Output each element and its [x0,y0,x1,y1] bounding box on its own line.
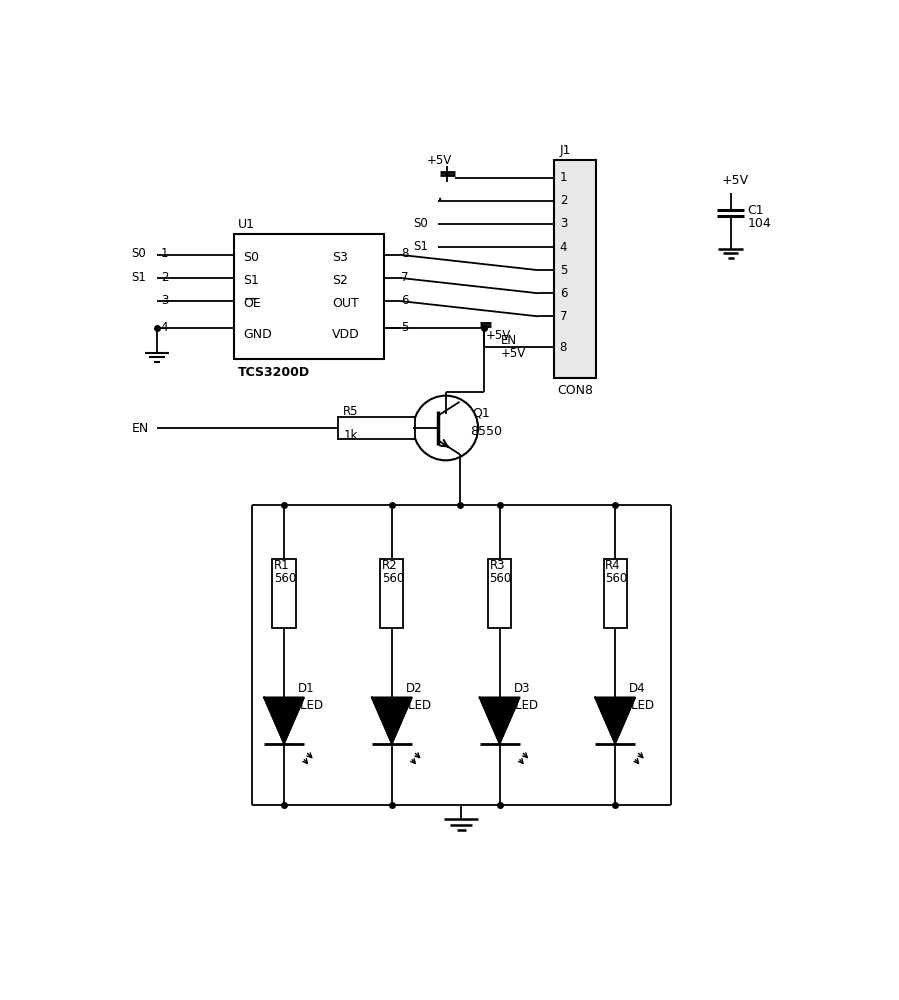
Text: S1: S1 [244,274,259,287]
Text: 3: 3 [560,217,567,230]
Bar [603,559,627,628]
Text: S1: S1 [414,240,428,253]
Text: S3: S3 [332,251,348,264]
Text: EN: EN [501,334,517,347]
Text: 104: 104 [748,217,771,230]
Text: Q1: Q1 [472,406,490,419]
Text: ╱LED: ╱LED [401,698,432,712]
Text: 5: 5 [560,264,567,277]
Text: 1: 1 [161,247,168,260]
Text: R1: R1 [274,559,289,572]
Text: 7: 7 [560,310,567,323]
Bar [272,559,296,628]
Text: 560: 560 [382,572,404,585]
Text: 1: 1 [560,171,567,184]
Polygon shape [595,698,635,744]
Text: VDD: VDD [332,328,360,341]
Text: 560: 560 [274,572,297,585]
Text: 6: 6 [560,287,567,300]
Text: +5V: +5V [501,347,527,360]
Text: TCS3200D: TCS3200D [238,366,310,379]
Text: S0: S0 [131,247,147,260]
Text: J1: J1 [560,144,571,157]
Text: 8: 8 [401,247,408,260]
Text: 4: 4 [560,241,567,254]
Text: ╱LED: ╱LED [509,698,539,712]
Text: R2: R2 [382,559,397,572]
Text: ╱LED: ╱LED [293,698,324,712]
Text: R4: R4 [605,559,620,572]
Text: D1: D1 [298,682,315,695]
Text: EN: EN [131,422,149,434]
Text: R3: R3 [490,559,505,572]
Text: +5V: +5V [485,329,511,342]
Text: 4: 4 [161,321,168,334]
Text: S2: S2 [332,274,348,287]
Polygon shape [372,698,412,744]
Text: D4: D4 [629,682,645,695]
Text: 2: 2 [560,194,567,207]
Bar [380,559,404,628]
Text: S0: S0 [244,251,259,264]
Text: 3: 3 [161,294,168,307]
Text: D3: D3 [513,682,530,695]
Bar [554,160,596,378]
Text: ╱LED: ╱LED [625,698,654,712]
Text: 8: 8 [560,341,567,354]
Text: S1: S1 [131,271,147,284]
Text: CON8: CON8 [557,384,593,397]
Text: 6: 6 [401,294,408,307]
Text: 560: 560 [490,572,512,585]
Text: C1: C1 [748,204,764,217]
Polygon shape [479,698,520,744]
Text: 7: 7 [401,271,408,284]
Text: GND: GND [244,328,272,341]
Text: ·: · [437,191,442,210]
Text: 1k: 1k [344,429,359,442]
Bar [488,559,512,628]
Bar [338,417,415,439]
Text: U1: U1 [238,218,254,231]
Bar [234,234,384,359]
Text: +5V: +5V [721,174,749,187]
Text: 560: 560 [605,572,628,585]
Text: R5: R5 [343,405,358,418]
Text: OUT: OUT [332,297,359,310]
Text: D2: D2 [405,682,423,695]
Text: 5: 5 [401,321,408,334]
Text: 8550: 8550 [470,425,503,438]
Text: 2: 2 [161,271,168,284]
Text: OE: OE [244,297,261,310]
Text: +5V: +5V [426,154,451,167]
Text: S0: S0 [414,217,428,230]
Polygon shape [264,698,304,744]
